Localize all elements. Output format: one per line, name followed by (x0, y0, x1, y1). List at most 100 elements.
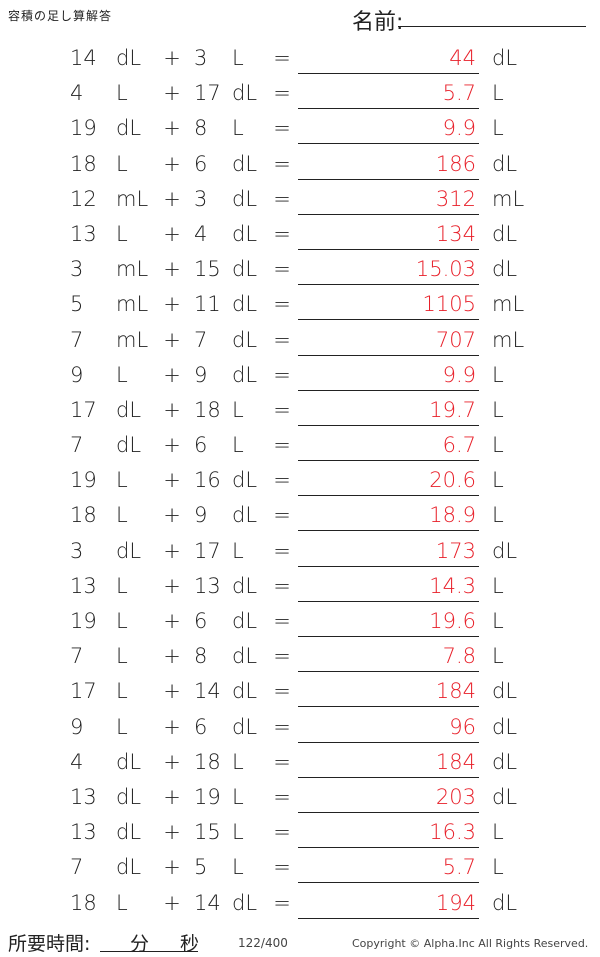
plus-sign: + (163, 820, 181, 845)
answer-unit: dL (492, 46, 518, 70)
equals-sign: = (273, 644, 291, 669)
first-unit: dL (116, 397, 142, 422)
equals-sign: = (273, 784, 291, 809)
problem-row: 7 mL +7 dL = 707 mL (0, 323, 600, 358)
plus-sign: + (163, 784, 181, 809)
second-number: 8 (194, 644, 208, 669)
plus-sign: + (163, 609, 181, 633)
answer-value: 5.7 (442, 81, 476, 106)
problem-row: 7 L +8 dL = 7.8 L (0, 639, 600, 674)
second-unit: dL (232, 644, 258, 669)
problem-row: 17 dL +18 L = 19.7 L (0, 393, 600, 428)
equals-sign: = (273, 151, 291, 176)
answer-value: 186 (435, 151, 476, 176)
answer-line (298, 811, 479, 813)
plus-sign: + (163, 503, 181, 528)
problem-row: 5 mL +11 dL = 1105 mL (0, 287, 600, 322)
first-unit: L (116, 362, 128, 387)
equals-sign: = (273, 46, 291, 70)
first-number: 14 (70, 46, 97, 70)
second-unit: dL (232, 714, 258, 739)
second-unit: dL (232, 503, 258, 528)
second-unit: L (232, 749, 244, 774)
second-number: 18 (194, 397, 221, 422)
second-unit: dL (232, 257, 258, 282)
equals-sign: = (273, 81, 291, 106)
problem-row: 19 dL +8 L = 9.9 L (0, 111, 600, 146)
problem-row: 12 mL +3 dL = 312 mL (0, 182, 600, 217)
first-number: 3 (70, 257, 84, 282)
answer-line (298, 73, 479, 74)
answer-unit: L (492, 503, 504, 528)
first-unit: L (116, 221, 128, 246)
plus-sign: + (163, 468, 181, 493)
answer-unit: dL (492, 679, 518, 704)
answer-line (298, 706, 479, 708)
time-label: 所要時間: (8, 933, 91, 955)
first-unit: dL (116, 820, 142, 845)
first-unit: dL (116, 46, 142, 70)
equals-sign: = (273, 714, 291, 739)
problem-row: 13 L +13 dL = 14.3 L (0, 569, 600, 604)
first-number: 13 (70, 573, 97, 598)
second-number: 9 (194, 362, 208, 387)
first-unit: dL (116, 784, 142, 809)
second-number: 16 (194, 468, 221, 493)
equals-sign: = (273, 292, 291, 317)
plus-sign: + (163, 257, 181, 282)
answer-unit: L (492, 609, 504, 633)
second-unit: L (232, 433, 244, 458)
second-unit: L (232, 784, 244, 809)
second-number: 17 (194, 538, 221, 563)
plus-sign: + (163, 186, 181, 211)
problem-row: 18 L +14 dL = 194 dL (0, 886, 600, 921)
answer-line (298, 600, 479, 602)
first-number: 12 (70, 186, 97, 211)
answer-line (298, 776, 479, 778)
first-unit: mL (116, 257, 149, 282)
answer-line (298, 565, 479, 567)
first-unit: dL (116, 749, 142, 774)
equals-sign: = (273, 890, 291, 915)
name-input-line[interactable] (398, 26, 586, 27)
equals-sign: = (273, 679, 291, 704)
plus-sign: + (163, 433, 181, 458)
equals-sign: = (273, 609, 291, 633)
answer-line (298, 671, 479, 673)
answer-unit: dL (492, 784, 518, 809)
answer-value: 184 (435, 749, 476, 774)
second-unit: dL (232, 609, 258, 633)
second-unit: dL (232, 151, 258, 176)
second-unit: dL (232, 679, 258, 704)
plus-sign: + (163, 573, 181, 598)
answer-value: 15.03 (415, 257, 476, 282)
first-number: 7 (70, 855, 84, 880)
answer-value: 5.7 (442, 855, 476, 880)
answer-value: 18.9 (429, 503, 476, 528)
problem-row: 7 dL +6 L = 6.7 L (0, 428, 600, 463)
second-number: 9 (194, 503, 208, 528)
first-number: 19 (70, 468, 97, 493)
first-number: 18 (70, 890, 97, 915)
answer-unit: L (492, 81, 504, 106)
first-number: 18 (70, 503, 97, 528)
equals-sign: = (273, 186, 291, 211)
answer-value: 19.6 (429, 609, 476, 633)
problem-row: 9 L +9 dL = 9.9 L (0, 358, 600, 393)
answer-unit: L (492, 820, 504, 845)
second-unit: L (232, 46, 244, 70)
answer-line (298, 882, 479, 884)
first-unit: dL (116, 433, 142, 458)
time-input-line[interactable] (100, 951, 198, 952)
first-unit: L (116, 81, 128, 106)
second-number: 7 (194, 327, 208, 352)
second-number: 11 (194, 292, 221, 317)
first-unit: mL (116, 186, 149, 211)
answer-line (298, 636, 479, 637)
first-unit: L (116, 609, 128, 633)
problem-row: 13 L +4 dL = 134 dL (0, 217, 600, 252)
answer-value: 96 (449, 714, 476, 739)
plus-sign: + (163, 362, 181, 387)
problem-row: 4 L +17 dL = 5.7 L (0, 76, 600, 111)
problem-row: 9 L +6 dL = 96 dL (0, 710, 600, 745)
